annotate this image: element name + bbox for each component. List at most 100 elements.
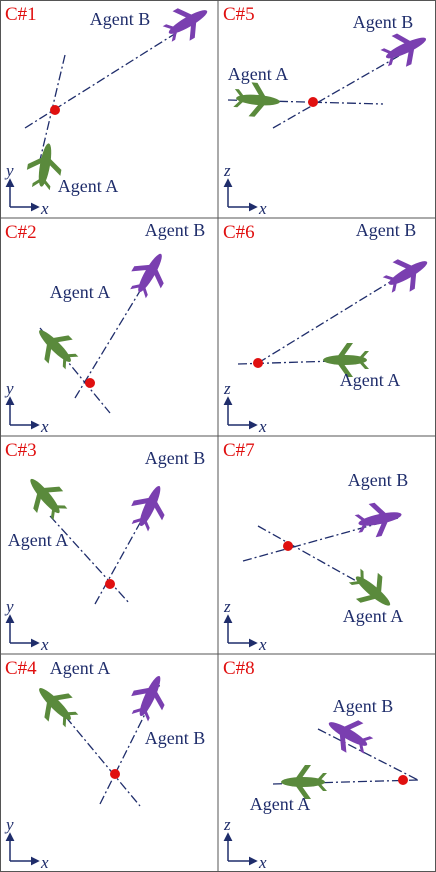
fuselage xyxy=(38,143,52,187)
trajectory xyxy=(242,517,399,562)
conflict-point xyxy=(105,579,115,589)
panel: C#7 Agent A Agent B z x xyxy=(223,440,408,654)
fuselage xyxy=(39,688,71,720)
panel: C#2 Agent A Agent B y x xyxy=(4,220,205,436)
axis-label: z xyxy=(223,379,231,398)
fuselage xyxy=(30,478,60,514)
agent-b-label: Agent B xyxy=(333,696,394,716)
tail xyxy=(162,24,178,42)
wing xyxy=(172,8,197,41)
wing xyxy=(368,502,390,538)
conflict-point xyxy=(50,105,60,115)
wing xyxy=(339,720,364,753)
agent-a-label: Agent A xyxy=(50,282,111,302)
tail xyxy=(31,176,51,191)
case-label: C#3 xyxy=(5,440,37,461)
agent-b-label: Agent B xyxy=(145,728,206,748)
wing xyxy=(335,343,353,377)
agent-b-plane xyxy=(328,720,374,754)
agent-b-plane xyxy=(130,253,164,299)
fuselage xyxy=(281,777,325,787)
axis-label: x xyxy=(258,417,267,436)
case-label: C#6 xyxy=(223,222,255,243)
axis-label: y xyxy=(4,379,14,398)
fuselage xyxy=(388,261,428,285)
panel: C#5 Agent A Agent B z x xyxy=(223,4,427,218)
trajectory xyxy=(99,683,161,805)
agent-a-plane xyxy=(39,330,79,370)
panel: C#4 Agent A Agent B y x xyxy=(4,658,205,872)
axis-label: y xyxy=(4,161,14,180)
agent-a-plane xyxy=(26,143,62,191)
axis-label: x xyxy=(40,635,49,654)
tail xyxy=(315,773,327,791)
agent-b-label: Agent B xyxy=(145,220,206,240)
fuselage xyxy=(328,722,368,746)
fuselage xyxy=(139,675,161,717)
wing xyxy=(26,155,62,176)
wing xyxy=(131,496,165,521)
agent-a-label: Agent A xyxy=(58,176,119,196)
fuselage xyxy=(236,94,280,106)
agent-b-plane xyxy=(380,33,427,67)
agent-b-plane xyxy=(131,485,165,532)
wing xyxy=(44,693,73,722)
axis-label: x xyxy=(258,635,267,654)
wing xyxy=(131,264,164,289)
wing xyxy=(44,335,73,364)
agent-a-label: Agent A xyxy=(50,658,111,678)
axis-label: x xyxy=(258,853,267,872)
axis-label: y xyxy=(4,597,14,616)
fuselage xyxy=(39,330,71,362)
tail xyxy=(348,568,364,586)
case-label: C#8 xyxy=(223,658,255,679)
conflict-point xyxy=(253,358,263,368)
fuselage xyxy=(355,576,391,606)
agent-b-plane xyxy=(354,502,402,538)
axis-label: z xyxy=(223,597,231,616)
agent-b-label: Agent B xyxy=(90,9,151,29)
tail xyxy=(131,516,150,532)
agent-a-plane xyxy=(281,765,327,799)
tail xyxy=(233,88,247,108)
trajectory xyxy=(54,703,141,807)
tail xyxy=(358,736,374,754)
wing xyxy=(131,686,165,711)
axis-label: x xyxy=(258,199,267,218)
tail xyxy=(130,283,148,299)
conflict-point xyxy=(85,378,95,388)
fuselage xyxy=(323,355,367,365)
tail xyxy=(131,706,150,722)
axis-label: x xyxy=(40,417,49,436)
tail xyxy=(354,514,369,533)
conflict-point xyxy=(308,97,318,107)
case-label: C#7 xyxy=(223,440,255,461)
agent-a-label: Agent A xyxy=(340,370,401,390)
wing xyxy=(248,82,268,117)
case-label: C#2 xyxy=(5,222,37,243)
case-label: C#5 xyxy=(223,4,255,25)
wing xyxy=(391,33,416,67)
agent-b-plane xyxy=(131,675,165,722)
agent-a-plane xyxy=(39,688,79,728)
agent-b-label: Agent B xyxy=(356,220,417,240)
agent-b-label: Agent B xyxy=(145,448,206,468)
agent-a-label: Agent A xyxy=(343,606,404,626)
trajectory xyxy=(272,44,419,129)
trajectory xyxy=(49,515,131,605)
tail xyxy=(382,275,398,293)
tail xyxy=(380,48,396,67)
axis-label: y xyxy=(4,815,14,834)
axis-label: z xyxy=(223,815,231,834)
agent-a-plane xyxy=(233,82,280,117)
agent-a-plane xyxy=(323,343,369,377)
panel: C#6 Agent A Agent B z x xyxy=(223,220,428,436)
case-label: C#1 xyxy=(5,4,37,25)
trajectory xyxy=(317,728,419,781)
wing xyxy=(392,259,417,292)
conflict-point xyxy=(110,769,120,779)
wing xyxy=(355,572,383,603)
agent-b-label: Agent B xyxy=(353,12,414,32)
fuselage xyxy=(385,37,427,59)
